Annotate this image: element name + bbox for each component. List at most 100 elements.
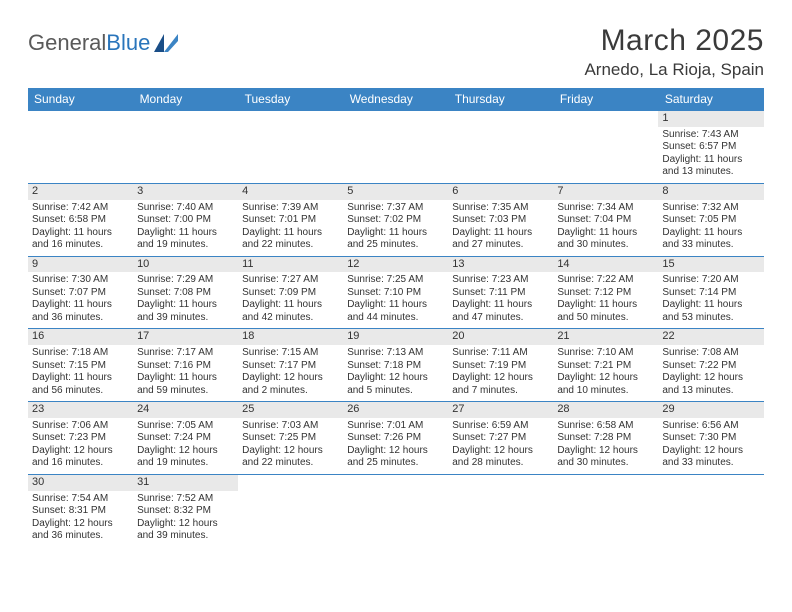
day-info-line: Sunrise: 7:23 AM (452, 274, 549, 287)
day-number: 10 (133, 257, 238, 273)
day-info-line: and 33 minutes. (662, 457, 759, 470)
day-number: 19 (343, 329, 448, 345)
weekday-header: Thursday (448, 88, 553, 111)
day-cell: 3Sunrise: 7:40 AMSunset: 7:00 PMDaylight… (133, 183, 238, 256)
day-number: 7 (553, 184, 658, 200)
day-info-line: Sunset: 7:23 PM (32, 432, 129, 445)
day-info-line: Sunset: 7:02 PM (347, 214, 444, 227)
day-info-line: Sunrise: 7:13 AM (347, 347, 444, 360)
day-info-line: Sunset: 7:08 PM (137, 287, 234, 300)
day-info-line: Daylight: 11 hours (452, 299, 549, 312)
day-info-line: Sunset: 7:09 PM (242, 287, 339, 300)
day-info-line: and 50 minutes. (557, 312, 654, 325)
day-info-line: Daylight: 12 hours (662, 372, 759, 385)
day-info-line: Daylight: 11 hours (662, 154, 759, 167)
day-number: 20 (448, 329, 553, 345)
day-info-line: Daylight: 11 hours (662, 227, 759, 240)
day-number: 8 (658, 184, 763, 200)
day-info-line: Sunset: 7:01 PM (242, 214, 339, 227)
day-info-line: Sunset: 7:14 PM (662, 287, 759, 300)
day-info-line: and 47 minutes. (452, 312, 549, 325)
week-row: 1Sunrise: 7:43 AMSunset: 6:57 PMDaylight… (28, 111, 764, 184)
day-cell: 26Sunrise: 7:01 AMSunset: 7:26 PMDayligh… (343, 402, 448, 475)
day-number: 25 (238, 402, 343, 418)
day-cell (28, 111, 133, 184)
weekday-header: Wednesday (343, 88, 448, 111)
day-cell: 5 Sunrise: 7:37 AMSunset: 7:02 PMDaylight… (343, 183, 448, 256)
day-info-line: and 44 minutes. (347, 312, 444, 325)
day-info-line: and 28 minutes. (452, 457, 549, 470)
weekday-header: Sunday (28, 88, 133, 111)
location: Arnedo, La Rioja, Spain (584, 60, 764, 80)
day-number: 27 (448, 402, 553, 418)
day-cell: 6Sunrise: 7:35 AMSunset: 7:03 PMDaylight… (448, 183, 553, 256)
day-info-line: Sunset: 7:30 PM (662, 432, 759, 445)
day-info-line: and 16 minutes. (32, 457, 129, 470)
day-info-line: and 33 minutes. (662, 239, 759, 252)
day-info-line: Daylight: 11 hours (32, 299, 129, 312)
week-row: 9Sunrise: 7:30 AMSunset: 7:07 PMDaylight… (28, 256, 764, 329)
day-info-line: Daylight: 12 hours (452, 372, 549, 385)
day-info-line: Sunrise: 7:20 AM (662, 274, 759, 287)
day-cell: 24Sunrise: 7:05 AMSunset: 7:24 PMDayligh… (133, 402, 238, 475)
day-info-line: Sunrise: 6:59 AM (452, 420, 549, 433)
day-info-line: Sunset: 7:00 PM (137, 214, 234, 227)
day-cell (553, 111, 658, 184)
day-number: 1 (658, 111, 763, 127)
day-info-line: Sunset: 7:24 PM (137, 432, 234, 445)
day-number: 3 (133, 184, 238, 200)
day-info-line: Daylight: 12 hours (452, 445, 549, 458)
day-number: 16 (28, 329, 133, 345)
weekday-header: Tuesday (238, 88, 343, 111)
day-info-line: and 59 minutes. (137, 385, 234, 398)
day-info-line: Sunrise: 7:30 AM (32, 274, 129, 287)
day-info-line: Sunrise: 7:18 AM (32, 347, 129, 360)
day-info-line: Sunset: 7:04 PM (557, 214, 654, 227)
day-info-line: and 27 minutes. (452, 239, 549, 252)
day-info-line: Daylight: 12 hours (242, 372, 339, 385)
day-info-line: and 36 minutes. (32, 530, 129, 543)
day-info-line: Sunrise: 7:25 AM (347, 274, 444, 287)
day-number: 29 (658, 402, 763, 418)
day-info-line: and 22 minutes. (242, 239, 339, 252)
day-cell: 1Sunrise: 7:43 AMSunset: 6:57 PMDaylight… (658, 111, 763, 184)
day-info-line: Daylight: 11 hours (347, 227, 444, 240)
day-info-line: Daylight: 11 hours (347, 299, 444, 312)
day-info-line: and 56 minutes. (32, 385, 129, 398)
day-cell (133, 111, 238, 184)
logo-text-2: Blue (106, 30, 150, 55)
day-info-line: Sunset: 7:28 PM (557, 432, 654, 445)
day-info-line: and 22 minutes. (242, 457, 339, 470)
day-info-line: Daylight: 11 hours (557, 227, 654, 240)
logo: GeneralBlue (28, 24, 180, 56)
day-info-line: Daylight: 11 hours (137, 299, 234, 312)
day-info-line: and 53 minutes. (662, 312, 759, 325)
day-cell: 30Sunrise: 7:54 AMSunset: 8:31 PMDayligh… (28, 474, 133, 546)
day-cell: 19Sunrise: 7:13 AMSunset: 7:18 PMDayligh… (343, 329, 448, 402)
day-cell: 31Sunrise: 7:52 AMSunset: 8:32 PMDayligh… (133, 474, 238, 546)
day-info-line: Sunrise: 7:42 AM (32, 202, 129, 215)
day-info-line: Sunrise: 7:37 AM (347, 202, 444, 215)
day-number: 5 (343, 184, 448, 200)
day-info-line: Sunrise: 7:43 AM (662, 129, 759, 142)
day-cell: 21Sunrise: 7:10 AMSunset: 7:21 PMDayligh… (553, 329, 658, 402)
header: GeneralBlue March 2025 Arnedo, La Rioja,… (28, 24, 764, 80)
day-cell (343, 111, 448, 184)
day-info-line: Daylight: 11 hours (137, 372, 234, 385)
week-row: 23Sunrise: 7:06 AMSunset: 7:23 PMDayligh… (28, 402, 764, 475)
week-row: 2Sunrise: 7:42 AMSunset: 6:58 PMDaylight… (28, 183, 764, 256)
day-cell: 20Sunrise: 7:11 AMSunset: 7:19 PMDayligh… (448, 329, 553, 402)
day-number: 2 (28, 184, 133, 200)
day-number: 4 (238, 184, 343, 200)
day-cell (238, 111, 343, 184)
day-number: 6 (448, 184, 553, 200)
day-cell: 17Sunrise: 7:17 AMSunset: 7:16 PMDayligh… (133, 329, 238, 402)
day-number: 9 (28, 257, 133, 273)
day-cell: 11Sunrise: 7:27 AMSunset: 7:09 PMDayligh… (238, 256, 343, 329)
day-number: 17 (133, 329, 238, 345)
week-row: 16Sunrise: 7:18 AMSunset: 7:15 PMDayligh… (28, 329, 764, 402)
day-number: 24 (133, 402, 238, 418)
day-number: 28 (553, 402, 658, 418)
day-info-line: Daylight: 11 hours (452, 227, 549, 240)
day-number: 26 (343, 402, 448, 418)
